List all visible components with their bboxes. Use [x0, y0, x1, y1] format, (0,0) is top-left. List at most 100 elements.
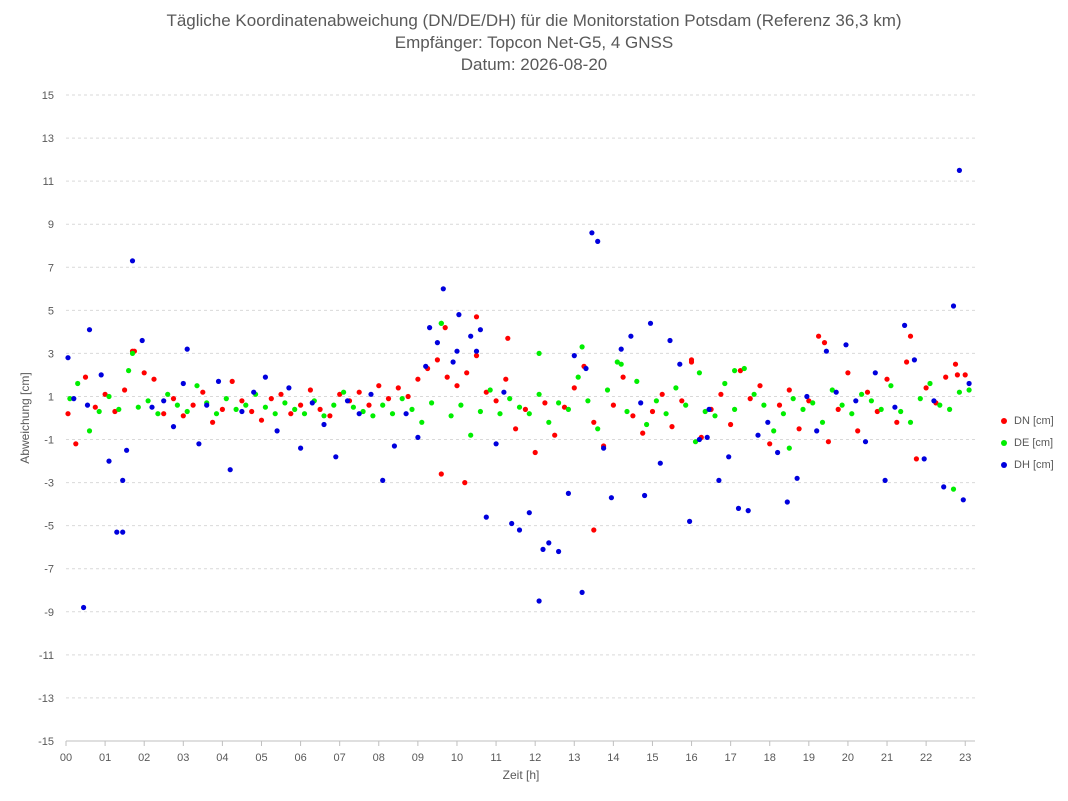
- data-point-de: [761, 402, 767, 408]
- y-tick-label: 15: [42, 90, 54, 102]
- data-point-dh: [765, 419, 771, 425]
- data-point-de: [644, 421, 650, 428]
- data-point-dn: [835, 406, 841, 412]
- legend-label-dn: DN [cm]: [1014, 415, 1054, 427]
- data-point-dh: [161, 398, 167, 404]
- data-point-dh: [853, 398, 859, 404]
- data-point-dn: [405, 393, 411, 400]
- y-tick-label: 7: [48, 262, 54, 274]
- data-point-de: [380, 402, 386, 408]
- data-point-dn: [317, 406, 323, 412]
- data-point-dn: [747, 396, 753, 402]
- data-point-de: [497, 411, 503, 417]
- data-point-dh: [882, 477, 888, 483]
- data-point-de: [618, 361, 624, 367]
- data-point-de: [849, 411, 855, 417]
- data-point-dh: [687, 518, 693, 525]
- legend-item-de[interactable]: DE [cm]: [1001, 432, 1054, 454]
- data-point-de: [585, 398, 591, 404]
- data-point-dn: [610, 402, 617, 408]
- data-point-dn: [249, 408, 255, 415]
- axes: [65, 740, 975, 746]
- data-point-dh: [601, 445, 607, 451]
- data-point-de: [907, 419, 914, 425]
- data-point-dh: [434, 340, 440, 346]
- x-tick-label: 11: [490, 752, 501, 764]
- data-point-dn: [806, 398, 812, 404]
- data-point-dh: [843, 342, 849, 348]
- data-point-dh: [931, 398, 937, 404]
- data-point-dn: [473, 314, 480, 320]
- y-tick-label: 13: [42, 133, 54, 145]
- y-tick-label: -1: [44, 435, 54, 447]
- data-point-dn: [845, 370, 851, 376]
- data-point-de: [292, 406, 298, 412]
- data-point-de: [389, 411, 396, 417]
- data-point-dn: [190, 402, 196, 408]
- data-point-dh: [114, 529, 120, 535]
- data-point-dh: [941, 484, 947, 490]
- data-point-dn: [923, 385, 929, 391]
- data-point-dn: [442, 325, 448, 331]
- data-point-de: [458, 402, 464, 408]
- data-point-dh: [227, 467, 233, 473]
- data-point-de: [950, 486, 957, 492]
- legend-marker-dn: [1001, 418, 1007, 424]
- data-point-dn: [210, 419, 216, 425]
- data-point-dn: [776, 402, 783, 408]
- data-point-de: [116, 406, 122, 412]
- x-tick-label: 18: [764, 752, 776, 764]
- data-point-dh: [628, 333, 634, 339]
- data-point-dh: [579, 589, 585, 596]
- data-point-dn: [591, 527, 597, 533]
- data-point-de: [213, 411, 220, 417]
- data-point-de: [878, 406, 884, 412]
- data-point-dn: [493, 398, 499, 404]
- data-point-dn: [366, 402, 372, 408]
- x-tick-label: 08: [373, 752, 385, 764]
- data-point-de: [556, 400, 562, 406]
- data-point-dn: [337, 391, 343, 397]
- x-tick-label: 21: [881, 752, 893, 764]
- data-point-dn: [907, 333, 914, 339]
- data-point-de: [614, 359, 620, 365]
- data-point-de: [653, 398, 660, 404]
- data-point-dn: [73, 441, 79, 447]
- data-point-dn: [728, 421, 734, 428]
- y-tick-label: -7: [44, 564, 54, 576]
- data-point-dn: [954, 372, 961, 378]
- data-point-dh: [677, 361, 683, 367]
- legend-item-dh[interactable]: DH [cm]: [1001, 454, 1054, 476]
- data-point-dh: [546, 540, 552, 546]
- data-point-dh: [704, 434, 710, 440]
- data-point-de: [790, 396, 796, 402]
- data-point-dn: [444, 374, 450, 380]
- data-point-de: [898, 408, 904, 415]
- data-point-dh: [129, 258, 136, 264]
- x-tick-label: 09: [412, 752, 424, 764]
- data-point-dn: [161, 411, 167, 417]
- data-point-dn: [462, 480, 468, 486]
- data-point-dh: [536, 598, 542, 604]
- data-point-de: [741, 365, 747, 372]
- data-point-dh: [509, 520, 515, 527]
- data-point-dh: [333, 454, 339, 460]
- legend-item-dn[interactable]: DN [cm]: [1001, 410, 1054, 432]
- data-point-de: [732, 368, 738, 374]
- data-point-dn: [219, 406, 225, 412]
- data-point-de: [507, 396, 513, 402]
- data-point-de: [155, 411, 161, 417]
- data-point-dn: [855, 428, 861, 434]
- data-point-dn: [298, 402, 304, 408]
- data-point-dh: [98, 372, 104, 378]
- data-point-dh: [960, 497, 966, 503]
- data-point-dn: [288, 411, 294, 417]
- data-point-de: [536, 350, 542, 356]
- x-tick-label: 12: [529, 752, 541, 764]
- data-point-dh: [344, 398, 351, 404]
- data-point-dn: [620, 374, 626, 380]
- chart-subtitle-date: Datum: 2026-08-20: [460, 55, 608, 74]
- data-point-dn: [327, 413, 333, 419]
- data-point-dn: [503, 376, 509, 382]
